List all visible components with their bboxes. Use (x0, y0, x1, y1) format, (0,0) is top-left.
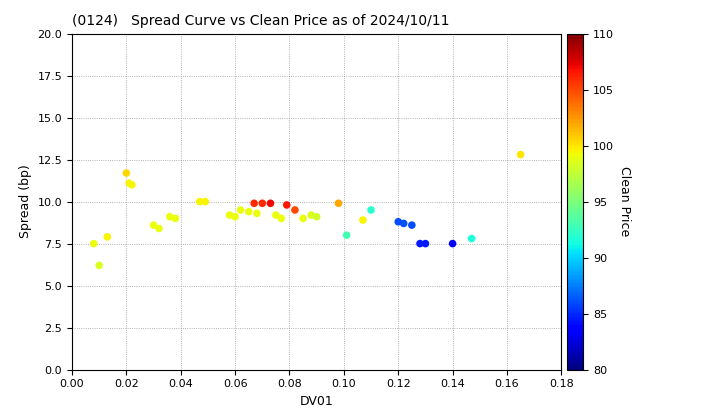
Point (365, 207, 377, 213)
Point (123, 180, 135, 186)
Point (297, 215, 309, 222)
Point (148, 222, 159, 228)
Point (199, 198, 211, 205)
Point (126, 181, 138, 188)
Point (153, 225, 165, 232)
Point (420, 240, 431, 247)
Point (94, 262, 105, 269)
Point (406, 222, 418, 228)
Point (289, 207, 301, 213)
Text: (0124)   Spread Curve vs Clean Price as of 2024/10/11: (0124) Spread Curve vs Clean Price as of… (72, 14, 449, 28)
Point (398, 220, 410, 227)
Point (311, 213, 323, 220)
Point (224, 212, 235, 218)
Point (414, 240, 426, 247)
Point (194, 198, 205, 205)
Point (248, 200, 260, 207)
Point (256, 200, 268, 207)
Point (230, 213, 241, 220)
Point (447, 240, 459, 247)
Point (466, 235, 477, 242)
Point (305, 212, 317, 218)
Y-axis label: Spread (bp): Spread (bp) (19, 165, 32, 239)
Point (121, 170, 132, 176)
Point (102, 234, 113, 240)
Point (88, 240, 99, 247)
Point (251, 210, 263, 217)
Point (164, 213, 176, 220)
Point (333, 200, 344, 207)
Point (276, 215, 287, 222)
Point (270, 212, 282, 218)
Y-axis label: Clean Price: Clean Price (618, 166, 631, 237)
Point (515, 151, 526, 158)
Point (243, 208, 254, 215)
Point (392, 218, 404, 225)
X-axis label: DV01: DV01 (300, 395, 333, 408)
Point (341, 232, 352, 239)
Point (235, 207, 246, 213)
Point (357, 217, 369, 223)
Point (169, 215, 181, 222)
Point (281, 202, 292, 208)
Point (265, 200, 276, 207)
